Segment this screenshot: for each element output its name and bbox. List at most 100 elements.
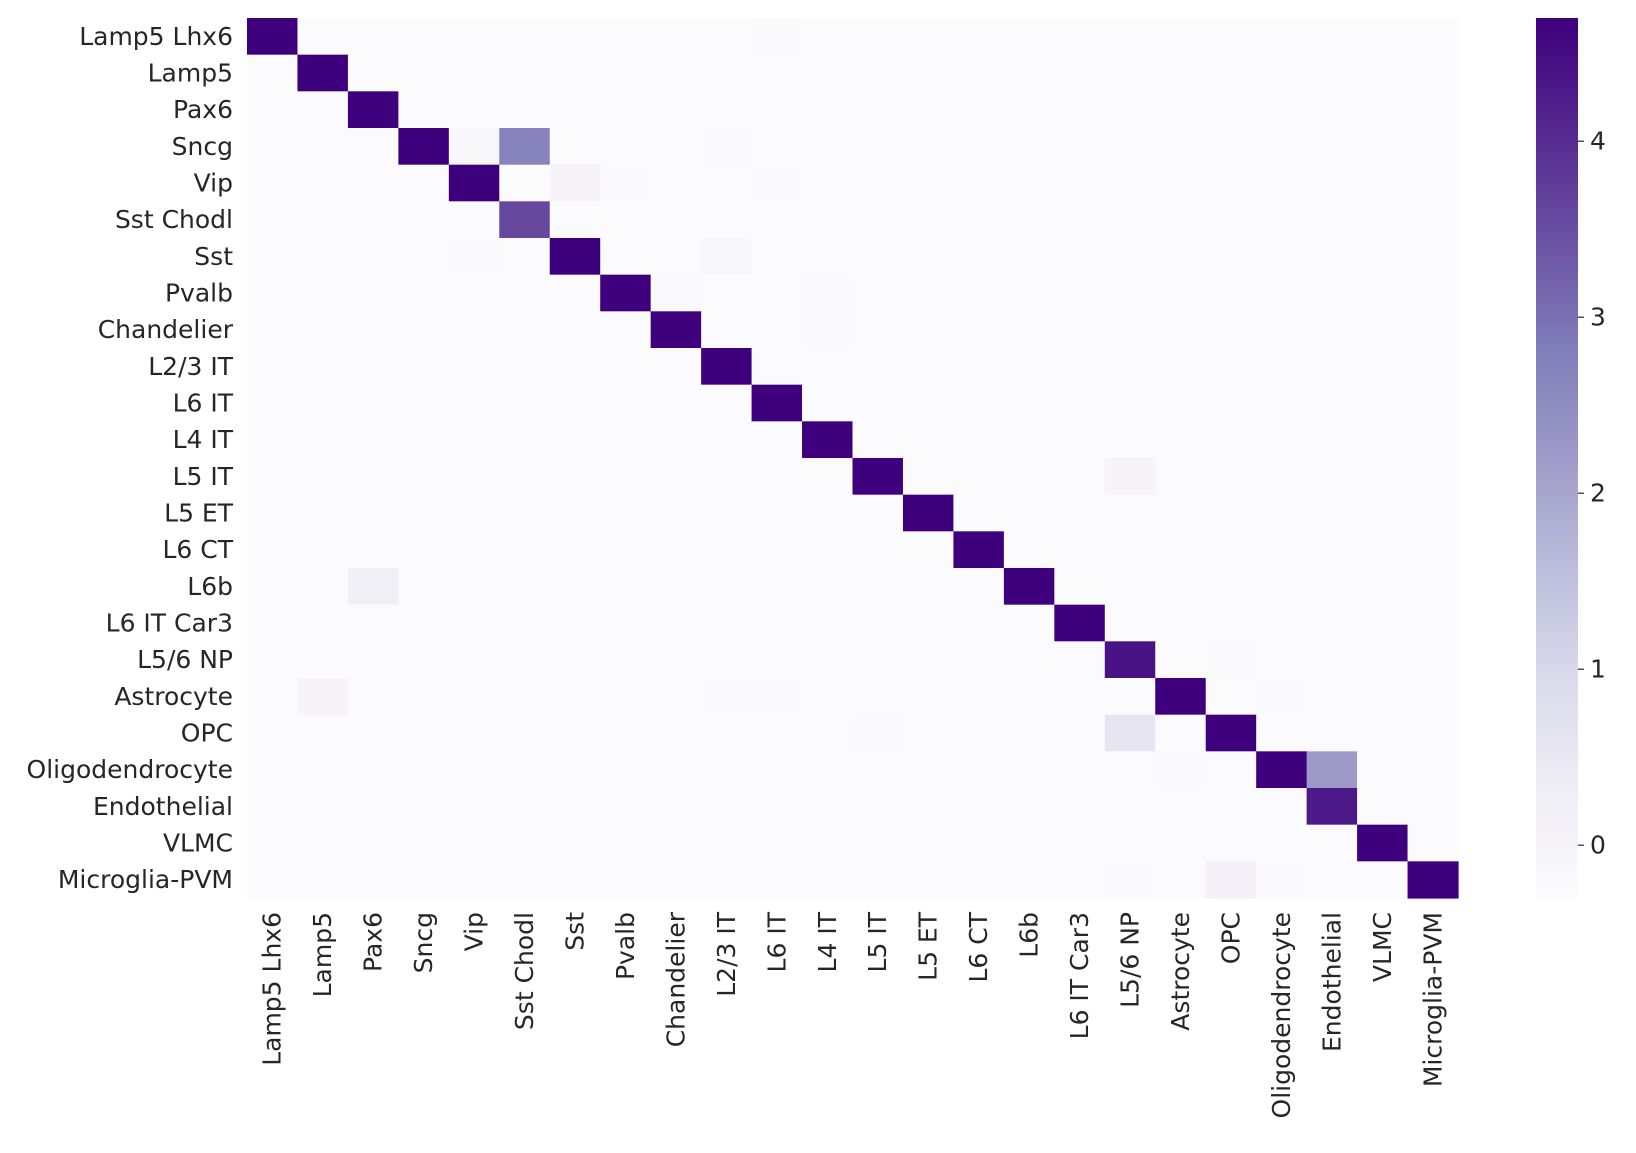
heatmap-cell <box>953 91 1005 129</box>
heatmap-cell <box>751 238 803 276</box>
heatmap-cell <box>247 714 299 752</box>
heatmap-cell <box>297 18 349 56</box>
heatmap-cell <box>953 458 1005 496</box>
heatmap-cell <box>448 751 500 789</box>
heatmap-cell <box>1306 201 1358 239</box>
heatmap-cell <box>297 384 349 422</box>
heatmap-cell <box>1407 311 1459 349</box>
heatmap-cell <box>802 348 854 386</box>
heatmap-cell <box>1104 458 1156 496</box>
heatmap-cell <box>1155 824 1207 862</box>
heatmap-cell <box>247 164 299 202</box>
heatmap-cell <box>1407 274 1459 312</box>
heatmap-cell <box>347 164 399 202</box>
heatmap-cell <box>1205 238 1257 276</box>
heatmap-cell <box>1003 861 1055 899</box>
heatmap-cell <box>1256 494 1308 532</box>
heatmap-cell <box>902 421 955 459</box>
heatmap-cell <box>1104 164 1156 202</box>
heatmap-cell <box>499 861 551 899</box>
heatmap-cell <box>1104 641 1156 679</box>
heatmap-cell <box>549 274 601 312</box>
heatmap-cell <box>297 164 349 202</box>
heatmap-cell <box>751 128 803 166</box>
heatmap-cell <box>1054 861 1106 899</box>
heatmap-cell <box>751 311 803 349</box>
heatmap-cell <box>701 824 753 862</box>
heatmap-cell <box>1003 128 1055 166</box>
column-label: Pax6 <box>359 912 388 972</box>
heatmap-cell <box>1306 678 1358 716</box>
heatmap-cell <box>448 494 500 532</box>
heatmap-cell <box>347 494 399 532</box>
row-label: Sncg <box>172 132 233 161</box>
heatmap-cell <box>448 164 500 202</box>
column-label: Vip <box>460 912 489 951</box>
heatmap-cell <box>1155 714 1207 752</box>
heatmap-cell <box>650 641 702 679</box>
row-label: L6 CT <box>162 535 233 564</box>
heatmap-cell <box>600 201 652 239</box>
heatmap-cell <box>953 604 1005 642</box>
column-label: Endothelial <box>1317 912 1346 1052</box>
heatmap-cell <box>1306 18 1358 56</box>
heatmap-cell <box>1054 494 1106 532</box>
heatmap-cell <box>1407 18 1459 56</box>
column-label: L5 IT <box>863 911 892 972</box>
column-label: Microglia-PVM <box>1418 912 1447 1087</box>
heatmap-cell <box>398 201 450 239</box>
heatmap-cell <box>902 678 955 716</box>
heatmap-cell <box>1155 458 1207 496</box>
heatmap-cell <box>1306 641 1358 679</box>
heatmap-cell <box>398 678 450 716</box>
heatmap-cell <box>1357 604 1409 642</box>
heatmap-cell <box>1407 421 1459 459</box>
heatmap-cell <box>1357 568 1409 606</box>
heatmap-cell <box>1306 421 1358 459</box>
heatmap-cell <box>701 861 753 899</box>
heatmap-cell <box>448 311 500 349</box>
heatmap-cell <box>802 678 854 716</box>
heatmap-cell <box>347 568 399 606</box>
heatmap-cell <box>499 568 551 606</box>
heatmap-cell <box>1205 604 1257 642</box>
heatmap-cell <box>1003 201 1055 239</box>
heatmap-cell <box>650 238 702 276</box>
heatmap-cell <box>902 348 955 386</box>
heatmap-cell <box>1054 54 1106 92</box>
heatmap-cell <box>1306 164 1358 202</box>
heatmap-cell <box>499 238 551 276</box>
heatmap-cell <box>802 714 854 752</box>
heatmap-cell <box>1054 568 1106 606</box>
heatmap-cell <box>1054 238 1106 276</box>
heatmap-cell <box>347 678 399 716</box>
heatmap-cell <box>802 54 854 92</box>
heatmap-cell <box>600 678 652 716</box>
heatmap-cell <box>499 18 551 56</box>
heatmap-cell <box>549 348 601 386</box>
column-label: L2/3 IT <box>712 911 741 996</box>
heatmap-cell <box>1256 311 1308 349</box>
heatmap-cell <box>701 458 753 496</box>
heatmap-cell <box>751 348 803 386</box>
heatmap-cell <box>751 678 803 716</box>
heatmap-cell <box>499 604 551 642</box>
heatmap-cell <box>902 311 955 349</box>
heatmap-cell <box>499 788 551 826</box>
heatmap-cell <box>1104 18 1156 56</box>
heatmap-cell <box>1003 714 1055 752</box>
heatmap-cell <box>852 311 904 349</box>
heatmap-cell <box>902 238 955 276</box>
colorbar: 0 1 2 3 4 <box>1536 18 1606 898</box>
heatmap-cell <box>600 91 652 129</box>
heatmap-cell <box>297 458 349 496</box>
heatmap-cell <box>297 311 349 349</box>
heatmap-cell <box>953 384 1005 422</box>
heatmap-cell <box>1306 568 1358 606</box>
heatmap-cell <box>398 751 450 789</box>
heatmap-cell <box>650 494 702 532</box>
heatmap-cell <box>549 678 601 716</box>
heatmap-cell <box>802 641 854 679</box>
column-label: L6b <box>1015 912 1044 958</box>
heatmap-cell <box>1054 678 1106 716</box>
